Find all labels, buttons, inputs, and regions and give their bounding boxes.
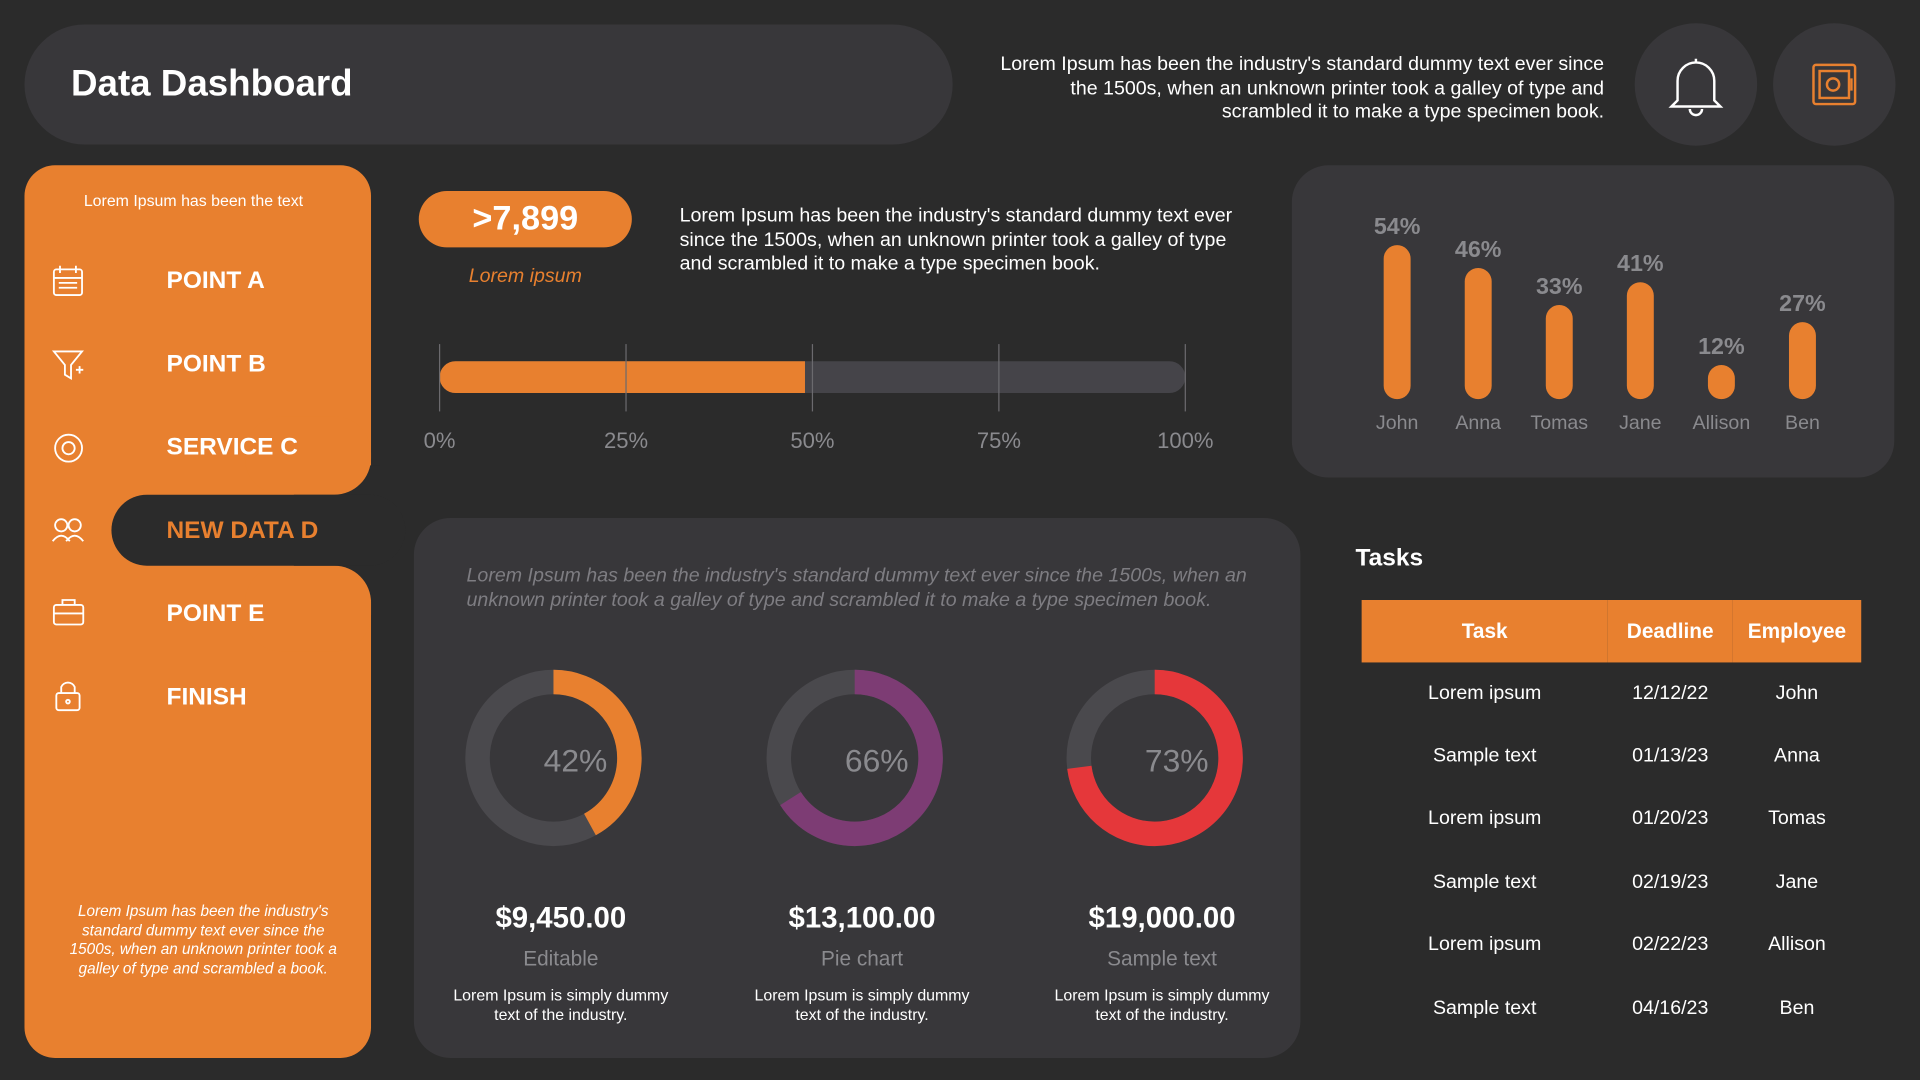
donut-panel-text: Lorem Ipsum has been the industry's stan… — [466, 565, 1247, 612]
table-cell: Sample text — [1432, 997, 1537, 1019]
progress-fill — [439, 361, 805, 394]
sidebar-icons — [51, 265, 85, 712]
table-row: Lorem ipsum 12/12/22 John — [1362, 662, 1862, 725]
table-cell: Lorem ipsum — [1428, 682, 1542, 704]
x-tick-label: 100% — [1157, 428, 1213, 453]
table-cell: 12/12/22 — [1632, 682, 1709, 704]
bar-panel — [1291, 165, 1895, 478]
sidebar-corner — [244, 416, 372, 495]
nav-item[interactable]: POINT A — [167, 267, 266, 294]
x-tick-label: 75% — [977, 428, 1021, 453]
donut-arc — [766, 669, 943, 847]
bar — [1788, 322, 1816, 400]
table-cell: Anna — [1774, 745, 1820, 767]
category-label: Ben — [1785, 412, 1820, 434]
table-cell: Sample text — [1432, 745, 1537, 767]
page-title: Data Dashboard — [71, 62, 353, 103]
table-cell: Sample text — [1432, 871, 1537, 893]
value-label: 33% — [1536, 273, 1583, 299]
bar — [1464, 267, 1492, 400]
table-cell: 01/20/23 — [1632, 808, 1709, 830]
tasks-table: Task Deadline Employee Lorem ipsum 12/12/22 J… — [1361, 600, 1862, 1040]
donut-label: 73% — [1145, 742, 1209, 778]
table-row: Sample text 02/19/23 Jane — [1362, 851, 1862, 914]
value-label: 46% — [1455, 236, 1502, 262]
nav-item[interactable]: SERVICE C — [167, 434, 298, 461]
bar — [1707, 364, 1735, 400]
table-row: Sample text 04/16/23 Ben — [1362, 977, 1862, 1040]
bell-icon — [1668, 58, 1724, 117]
table-cell: 02/22/23 — [1632, 934, 1709, 956]
table-cell: Tomas — [1768, 808, 1826, 830]
nav-item[interactable]: POINT E — [167, 600, 265, 627]
sidebar — [24, 165, 372, 1058]
value-label: 41% — [1617, 250, 1664, 276]
column-header: Deadline — [1626, 618, 1714, 643]
donut-title: $9,450.00 — [495, 901, 626, 934]
table-header-row: Task Deadline Employee — [1361, 600, 1862, 663]
x-tick-label: 0% — [424, 428, 456, 453]
donut-label: 42% — [544, 742, 608, 778]
category-label: Anna — [1455, 412, 1501, 434]
header-text: Lorem Ipsum has been the industry's stan… — [1000, 53, 1605, 123]
table-row: Lorem ipsum 01/20/23 Tomas — [1362, 788, 1862, 851]
donut-caption: Lorem Ipsum is simply dummy text of the … — [1054, 985, 1270, 1024]
table-cell: Ben — [1779, 997, 1815, 1019]
table-cell: 02/19/23 — [1632, 871, 1709, 893]
donut-arc — [1066, 669, 1243, 847]
safe-button[interactable] — [1773, 23, 1896, 146]
safe-icon — [1812, 63, 1857, 106]
tasks-title: Tasks — [1355, 544, 1424, 572]
table-row: Lorem ipsum 02/22/23 Allison — [1362, 914, 1862, 977]
bar — [1383, 245, 1411, 400]
donut-panel — [413, 517, 1301, 1058]
value-label: 27% — [1779, 290, 1826, 316]
kpi-label: Lorem ipsum — [469, 265, 582, 287]
header-bar — [24, 24, 953, 145]
table-cell: Allison — [1768, 934, 1826, 956]
donut-title: $13,100.00 — [789, 901, 936, 934]
column-header: Task — [1461, 618, 1508, 643]
sidebar-caption: Lorem Ipsum has been the text — [84, 193, 304, 210]
column-header: Employee — [1747, 618, 1847, 643]
nav-item[interactable]: POINT B — [167, 350, 266, 377]
nav-item[interactable]: NEW DATA D — [167, 517, 319, 544]
sidebar-corner — [244, 565, 372, 652]
category-label: Jane — [1619, 412, 1662, 434]
donut-label: 66% — [845, 742, 909, 778]
donut-caption: Lorem Ipsum is simply dummy text of the … — [754, 985, 970, 1024]
x-tick-label: 25% — [604, 428, 648, 453]
bar — [1545, 305, 1573, 400]
notification-button[interactable] — [1634, 23, 1758, 146]
table-cell: John — [1775, 682, 1819, 704]
table-cell: 04/16/23 — [1632, 997, 1709, 1019]
value-label: 12% — [1698, 333, 1745, 359]
sidebar-footer: Lorem Ipsum has been the industry's stan… — [69, 902, 337, 977]
kpi-value: >7,899 — [472, 199, 578, 237]
donut-subtitle: Editable — [523, 948, 598, 971]
table-cell: Lorem ipsum — [1428, 808, 1542, 830]
bar — [1626, 282, 1654, 400]
nav-item[interactable]: FINISH — [167, 683, 247, 710]
kpi-text: Lorem Ipsum has been the industry's stan… — [679, 205, 1233, 275]
donut-subtitle: Pie chart — [821, 948, 903, 971]
donut-subtitle: Sample text — [1107, 948, 1217, 971]
table-cell: Lorem ipsum — [1428, 934, 1542, 956]
x-tick-label: 50% — [790, 428, 834, 453]
table-row: Sample text 01/13/23 Anna — [1362, 725, 1862, 788]
category-label: John — [1376, 412, 1418, 434]
table-cell: Jane — [1775, 871, 1819, 893]
category-label: Allison — [1693, 412, 1751, 434]
donut-caption: Lorem Ipsum is simply dummy text of the … — [453, 985, 669, 1024]
donut-title: $19,000.00 — [1089, 901, 1236, 934]
category-label: Tomas — [1530, 412, 1588, 434]
table-cell: 01/13/23 — [1632, 745, 1709, 767]
active-item-highlight — [111, 494, 406, 566]
donut-arc — [465, 669, 642, 847]
kpi-badge — [418, 191, 632, 248]
value-label: 54% — [1374, 213, 1421, 239]
